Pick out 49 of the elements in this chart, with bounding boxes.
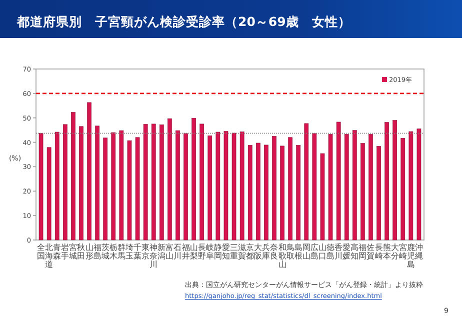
category: 大阪 [254, 243, 262, 260]
category: 栃木 [109, 243, 118, 260]
category: 広島 [310, 243, 318, 260]
category: 佐賀 [366, 243, 375, 260]
category: 岡山 [302, 243, 310, 260]
category: 富山 [166, 243, 174, 260]
category: 山口 [318, 243, 326, 260]
category: 新潟 [158, 243, 166, 260]
category: 全国 [37, 243, 46, 260]
category: 山梨 [190, 243, 198, 260]
category: 愛媛 [342, 243, 351, 260]
category: 沖縄 [414, 243, 423, 260]
category: 福岡 [358, 243, 367, 260]
category: 千葉 [134, 243, 142, 260]
category: 茨城 [101, 243, 110, 260]
category: 宮城 [69, 243, 78, 260]
category: 愛知 [222, 243, 230, 260]
category: 滋賀 [238, 243, 246, 260]
category: 岐阜 [206, 243, 214, 260]
category: 兵庫 [262, 243, 270, 260]
category: 東京 [142, 243, 150, 260]
category: 大分 [390, 243, 399, 260]
category: 三重 [230, 243, 238, 260]
category: 宮崎 [398, 243, 407, 260]
category: 北海道 [45, 243, 54, 269]
category: 熊本 [382, 243, 391, 260]
category: 静岡 [214, 243, 222, 260]
category: 長崎 [374, 243, 383, 260]
category: 和歌山 [278, 243, 286, 269]
category: 鹿児島 [406, 243, 415, 269]
title: 都道府県別 子宮頸がん検診受診率（20～69歳 女性） [17, 14, 351, 29]
category: 奈良 [270, 243, 278, 260]
category: 鳥取 [286, 243, 294, 260]
category: 岩手 [61, 243, 70, 260]
category: 山形 [85, 243, 94, 260]
category: 高知 [350, 243, 359, 260]
category: 埼玉 [125, 243, 134, 260]
category: 秋田 [77, 243, 86, 260]
category: 長野 [198, 243, 206, 260]
category: 青森 [53, 243, 62, 260]
category: 徳島 [326, 243, 335, 260]
category: 石川 [174, 243, 182, 260]
category: 群馬 [117, 243, 126, 260]
category: 島根 [294, 243, 302, 260]
category: 福島 [93, 243, 102, 260]
category: 香川 [334, 243, 343, 260]
category: 京都 [246, 243, 254, 260]
category: 神奈川 [150, 243, 158, 269]
category: 福井 [182, 243, 190, 260]
